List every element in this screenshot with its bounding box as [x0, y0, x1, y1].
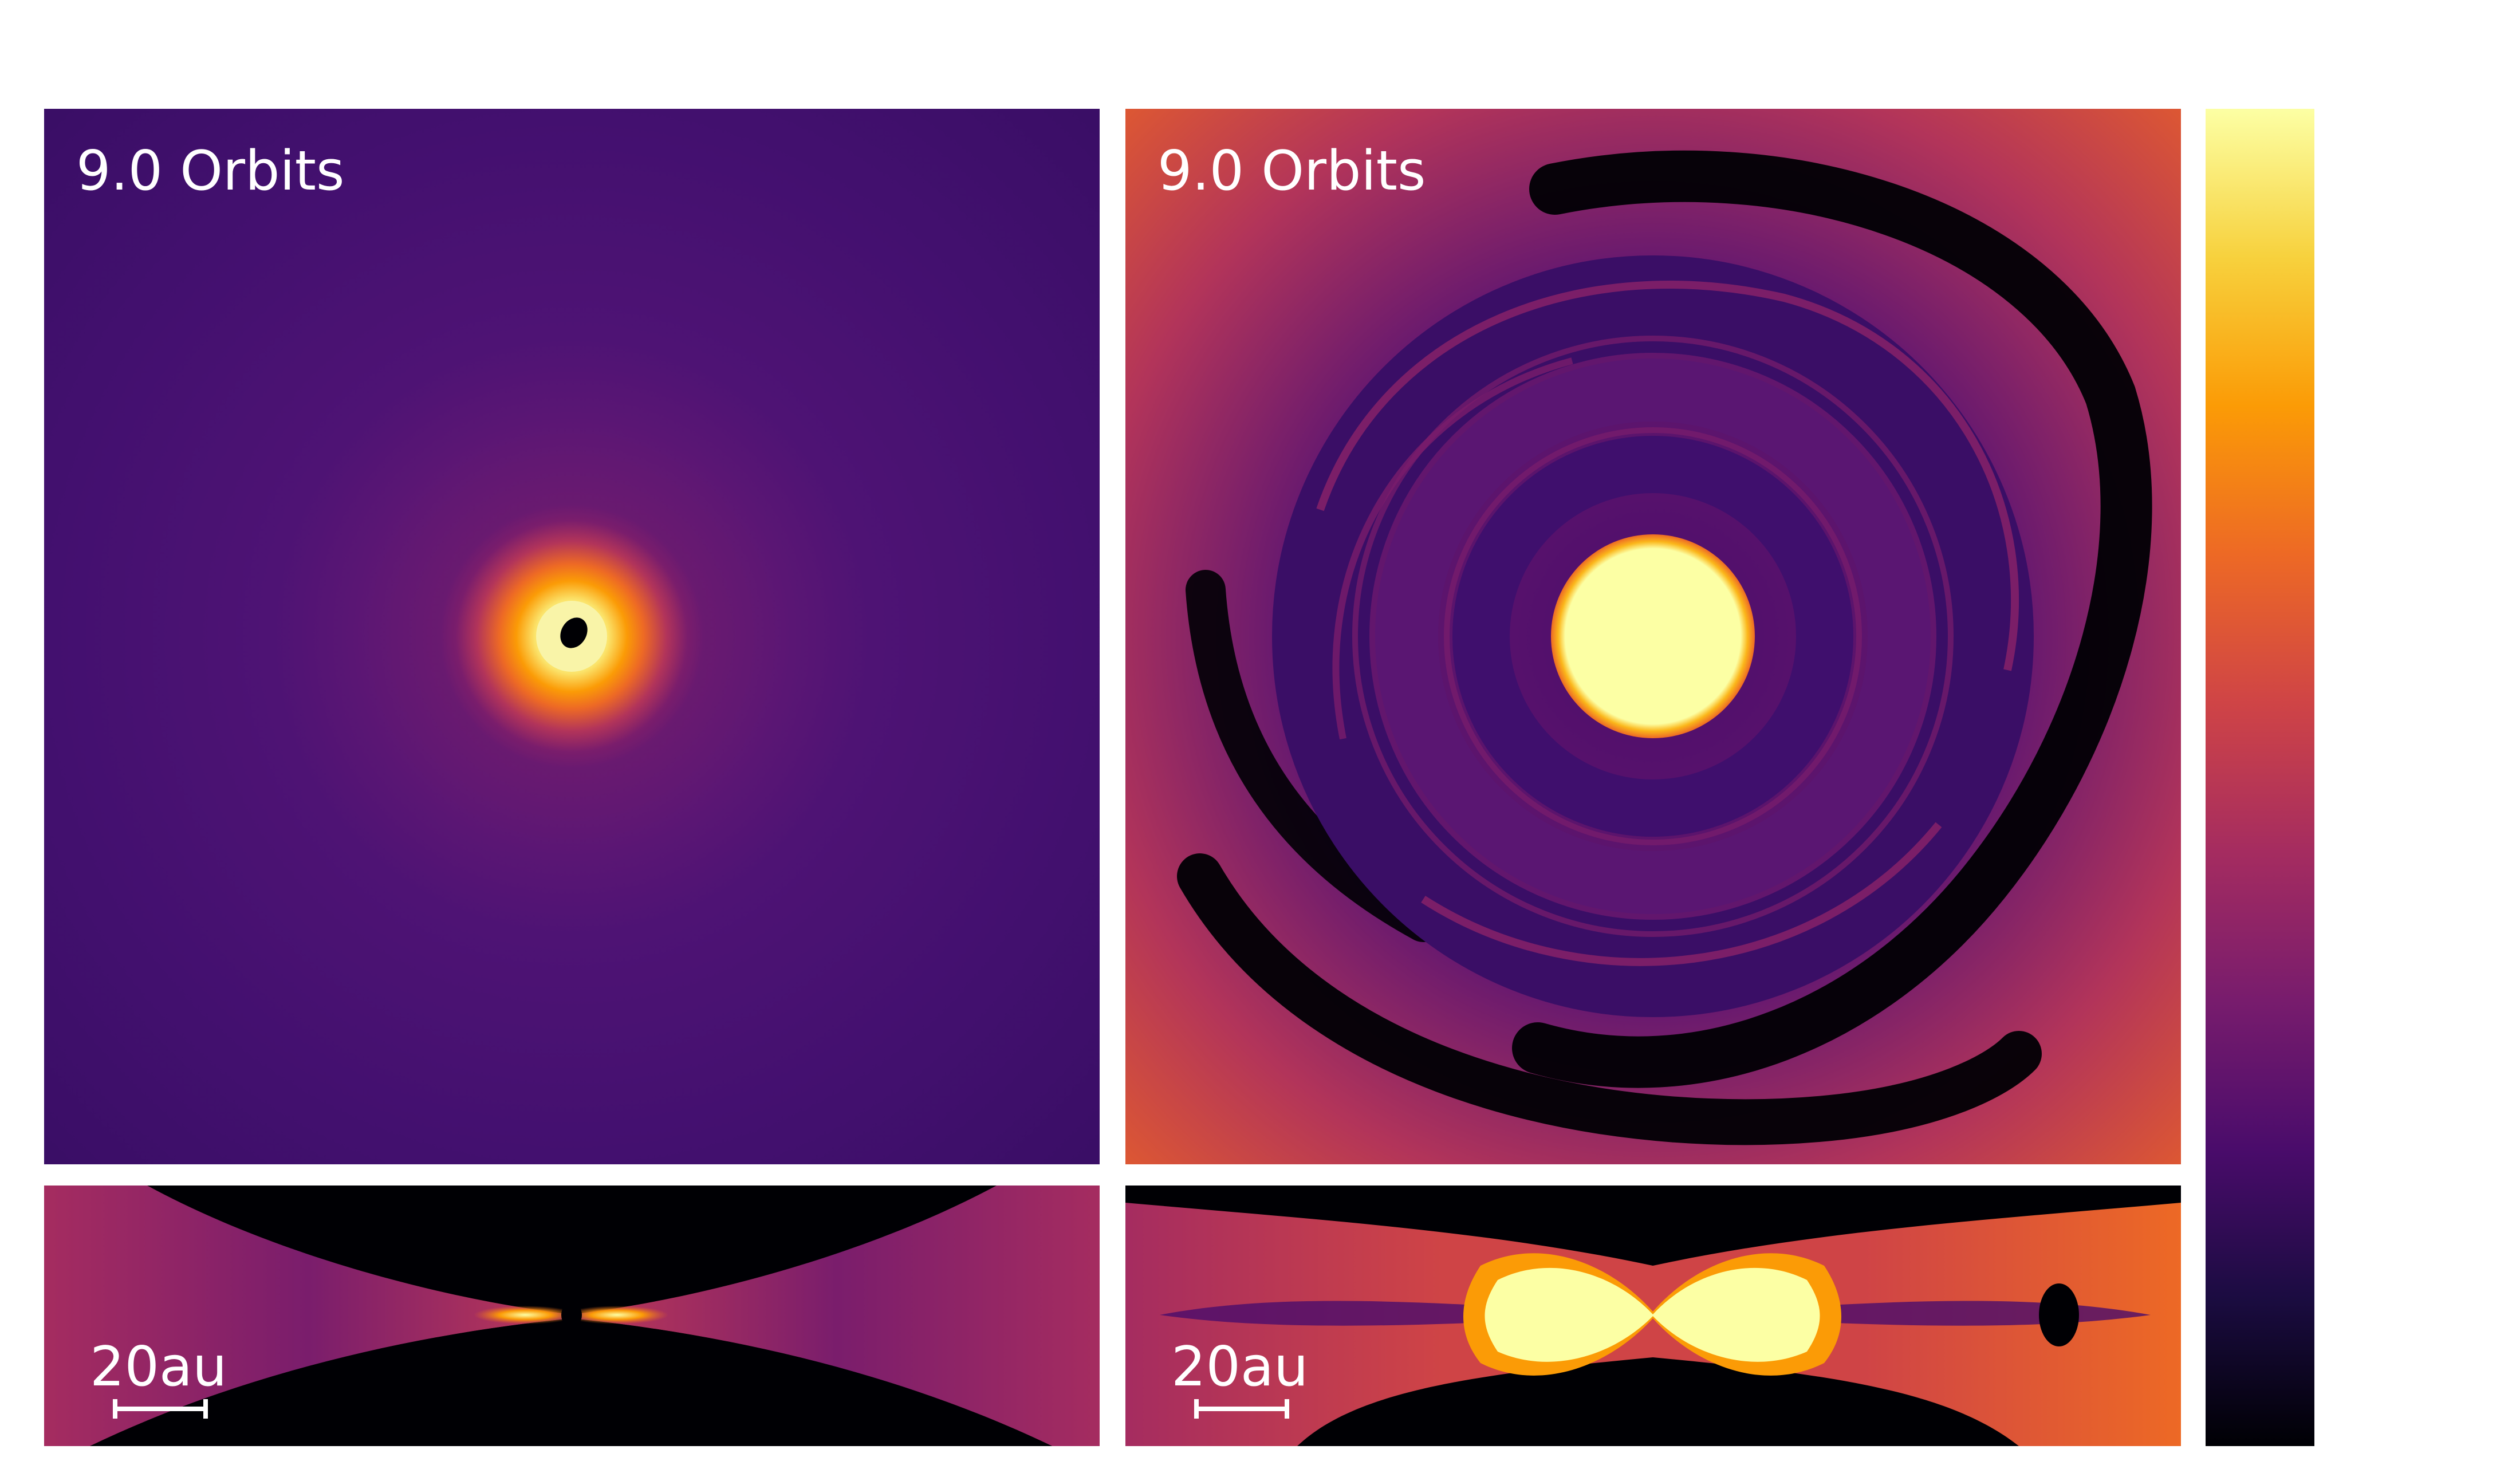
face-on-density-panel-2: 9.0 Orbits [1125, 109, 2181, 1164]
time-label: 9.0 Orbits [76, 140, 345, 203]
face-on-density-map-2 [1125, 109, 2181, 1164]
edge-on-density-panel-1: 20au [44, 1186, 1100, 1446]
face-on-density-panel-1: 9.0 Orbits [44, 109, 1100, 1164]
face-on-density-map-1 [44, 109, 1100, 1164]
edge-on-density-map-1 [44, 1186, 1100, 1446]
scale-bar [1194, 1399, 1289, 1419]
time-label: 9.0 Orbits [1157, 140, 1426, 203]
edge-on-density-map-2 [1125, 1186, 2181, 1446]
edge-on-density-panel-2: 20au [1125, 1186, 2181, 1446]
colorbar [2206, 109, 2314, 1446]
scale-bar-label: 20au [90, 1336, 227, 1399]
scale-bar-label: 20au [1171, 1336, 1309, 1399]
scale-bar [113, 1399, 208, 1419]
